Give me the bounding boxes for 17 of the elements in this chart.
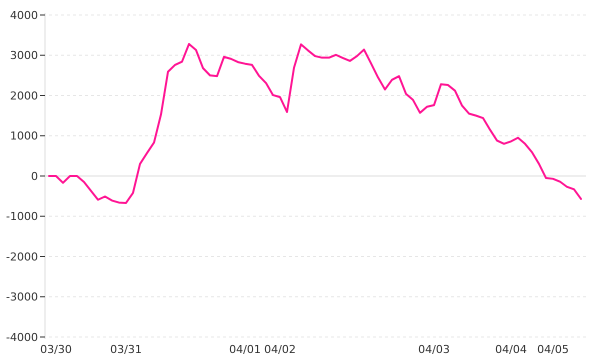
x-tick-label: 03/31	[110, 343, 142, 356]
y-tick-label: 0	[31, 170, 38, 183]
y-tick-label: -4000	[6, 330, 38, 344]
y-tick-label: -2000	[6, 250, 38, 264]
y-tick-label: 3000	[10, 49, 38, 62]
y-tick-label: 4000	[10, 8, 38, 22]
x-tick-label: 04/02	[264, 343, 296, 356]
line-series	[48, 42, 582, 204]
x-tick-label: 04/05	[537, 343, 569, 356]
x-tick-label: 04/01	[229, 343, 261, 356]
y-tick-label: -3000	[6, 290, 38, 304]
y-tick-label: 2000	[10, 89, 38, 102]
y-tick-label: -1000	[6, 210, 38, 224]
y-tick-label: 1000	[10, 130, 38, 143]
x-tick-label: 04/04	[495, 343, 527, 356]
x-tick-label: 03/30	[40, 343, 72, 356]
x-tick-label: 04/03	[418, 343, 450, 356]
